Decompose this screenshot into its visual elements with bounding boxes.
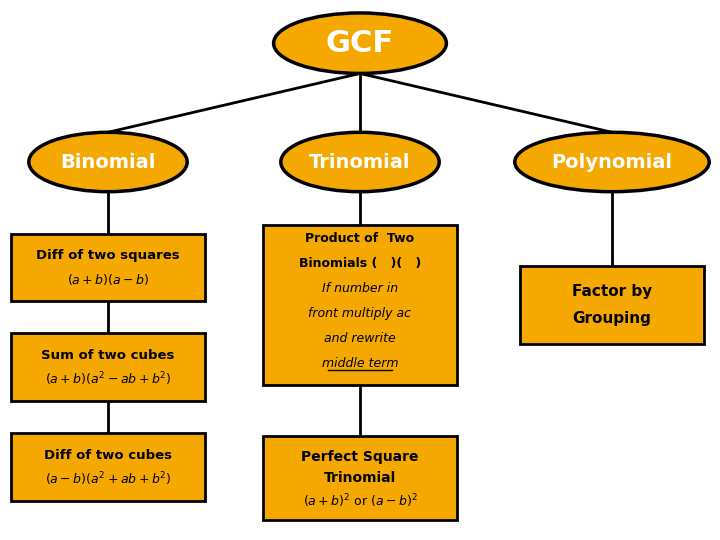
Text: middle term: middle term: [322, 356, 398, 370]
Text: Product of  Two: Product of Two: [305, 232, 415, 246]
Text: Binomials (   )(   ): Binomials ( )( ): [299, 257, 421, 271]
Ellipse shape: [515, 132, 709, 192]
Text: and rewrite: and rewrite: [324, 332, 396, 345]
Text: Diff of two cubes: Diff of two cubes: [44, 449, 172, 462]
Text: Polynomial: Polynomial: [552, 152, 672, 172]
Text: Binomial: Binomial: [60, 152, 156, 172]
Text: Factor by: Factor by: [572, 284, 652, 299]
FancyBboxPatch shape: [520, 266, 703, 345]
Text: $(a-b)(a^2+ab+b^2)$: $(a-b)(a^2+ab+b^2)$: [45, 470, 171, 488]
Text: Grouping: Grouping: [572, 311, 652, 326]
FancyBboxPatch shape: [11, 333, 205, 401]
Text: $(a+b)(a^2-ab+b^2)$: $(a+b)(a^2-ab+b^2)$: [45, 370, 171, 388]
Text: $(a+b)(a-b)$: $(a+b)(a-b)$: [67, 272, 149, 287]
Text: Diff of two squares: Diff of two squares: [36, 249, 180, 262]
FancyBboxPatch shape: [263, 436, 457, 519]
Text: $(a+b)^2$ or $(a-b)^2$: $(a+b)^2$ or $(a-b)^2$: [302, 492, 418, 510]
Text: front multiply ac: front multiply ac: [308, 307, 412, 320]
Ellipse shape: [274, 13, 446, 73]
Text: Trinomial: Trinomial: [310, 152, 410, 172]
FancyBboxPatch shape: [11, 433, 205, 501]
Text: If number in: If number in: [322, 282, 398, 295]
Ellipse shape: [281, 132, 439, 192]
Text: Trinomial: Trinomial: [324, 471, 396, 485]
Ellipse shape: [29, 132, 187, 192]
Text: GCF: GCF: [326, 29, 394, 58]
Text: Sum of two cubes: Sum of two cubes: [41, 349, 175, 362]
Text: Perfect Square: Perfect Square: [301, 450, 419, 464]
FancyBboxPatch shape: [263, 226, 457, 384]
FancyBboxPatch shape: [11, 233, 205, 301]
